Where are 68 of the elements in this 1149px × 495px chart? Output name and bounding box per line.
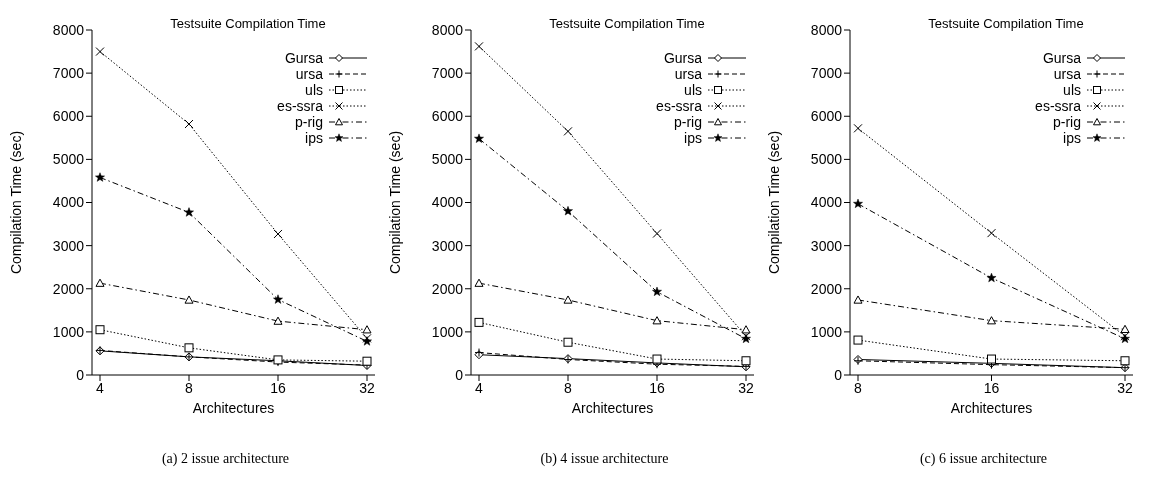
y-tick-label: 0 [76,366,85,383]
y-tick-label: 8000 [431,21,464,38]
y-tick-label: 1000 [810,323,843,340]
x-tick-label: 4 [475,379,484,396]
chart-title: Testsuite Compilation Time [170,16,326,31]
text: (a) 2 issue architecture [160,451,291,467]
y-tick-label: 7000 [810,65,843,82]
y-tick-label: 7000 [52,65,85,82]
legend-label: es-ssra [1035,98,1081,114]
x-tick-label: 16 [983,379,1000,396]
y-tick-label: 2000 [52,280,85,297]
legend-label: Gursa [663,50,702,66]
legend-label: Gursa [1042,50,1081,66]
chart-title: Testsuite Compilation Time [549,16,705,31]
y-tick-label: 2000 [431,280,464,297]
x-tick-label: 16 [649,379,665,396]
y-axis-title: Compilation Time (sec) [386,130,403,275]
y-tick-label: 3000 [431,237,464,254]
x-tick-label: 8 [564,379,573,396]
y-tick-label: 1000 [431,323,464,340]
x-axis-title: Architectures [571,400,654,416]
legend-label: p-rig [294,114,323,130]
y-tick-label: 2000 [810,280,843,297]
legend-label: uls [1063,82,1081,98]
y-tick-label: 5000 [52,151,85,168]
chart-title: Testsuite Compilation Time [928,16,1084,31]
x-tick-label: 16 [270,379,286,396]
x-tick-label: 8 [185,379,194,396]
y-tick-label: 8000 [52,21,85,38]
y-tick-label: 6000 [810,108,843,125]
y-tick-label: 0 [455,366,464,383]
legend-label: es-ssra [277,98,323,114]
x-tick-label: 8 [854,379,863,396]
y-tick-label: 6000 [431,108,464,125]
y-tick-label: 5000 [431,151,464,168]
y-tick-label: 7000 [431,65,464,82]
legend-label: ursa [1053,66,1081,82]
y-tick-label: 3000 [52,237,85,254]
legend-label: es-ssra [656,98,702,114]
y-tick-label: 6000 [52,108,85,125]
text: (b) 4 issue architecture [539,451,670,467]
x-tick-label: 4 [96,379,105,396]
legend-label: ursa [674,66,702,82]
y-tick-label: 5000 [810,151,843,168]
y-axis-title: Compilation Time (sec) [7,130,24,275]
x-tick-label: 32 [738,379,754,396]
legend-label: ips [1063,130,1081,146]
legend-label: uls [684,82,702,98]
x-tick-label: 32 [1117,379,1133,396]
x-axis-title: Architectures [192,400,275,416]
legend-label: p-rig [1052,114,1081,130]
legend-label: ips [305,130,323,146]
legend-label: Gursa [284,50,323,66]
y-tick-label: 8000 [810,21,843,38]
y-tick-label: 1000 [52,323,85,340]
x-tick-label: 32 [359,379,375,396]
text: (c) 6 issue architecture [918,451,1049,467]
y-tick-label: 4000 [810,194,843,211]
legend-label: p-rig [673,114,702,130]
y-tick-label: 3000 [810,237,843,254]
y-tick-label: 0 [834,366,843,383]
legend-label: ursa [295,66,323,82]
y-axis-title: Compilation Time (sec) [765,130,782,275]
legend-label: ips [684,130,702,146]
y-tick-label: 4000 [431,194,464,211]
legend-label: uls [305,82,323,98]
x-axis-title: Architectures [950,400,1033,416]
y-tick-label: 4000 [52,194,85,211]
